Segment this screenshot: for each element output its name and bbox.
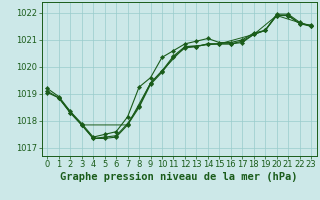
X-axis label: Graphe pression niveau de la mer (hPa): Graphe pression niveau de la mer (hPa) [60,172,298,182]
